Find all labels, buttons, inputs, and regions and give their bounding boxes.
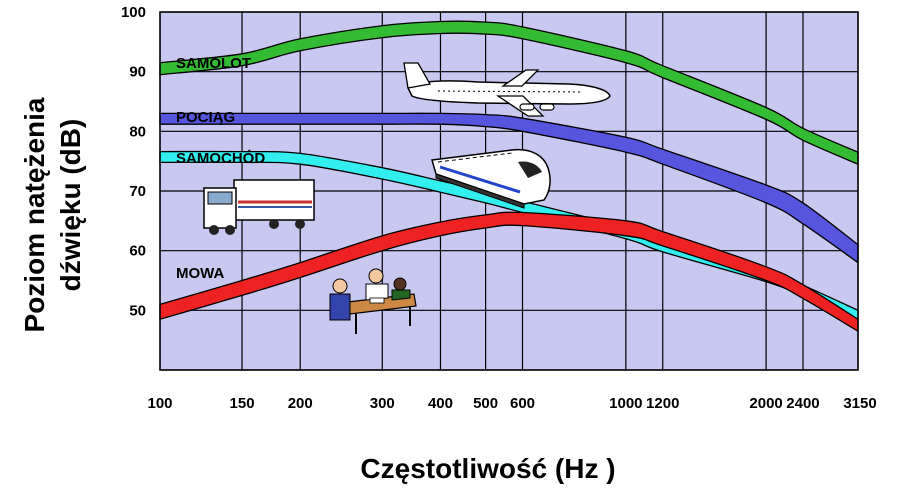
x-tick-label: 300 bbox=[370, 395, 395, 412]
x-tick-label: 1200 bbox=[646, 395, 679, 412]
y-axis-title-line-2: dźwięku (dB) bbox=[55, 119, 86, 292]
x-tick-label: 2000 bbox=[749, 395, 782, 412]
plot-frame bbox=[159, 11, 859, 371]
x-axis-ticks: 100 150 200 300 400 500 600 1000 1200 2000 2400 315… bbox=[147, 395, 876, 412]
series-label-0: SAMOLOT bbox=[176, 55, 251, 72]
x-tick-label: 1000 bbox=[609, 395, 642, 412]
series-label-2: SAMOCHÓD bbox=[176, 149, 265, 167]
train-illustration bbox=[431, 148, 551, 209]
series-label-1: POCIĄG bbox=[176, 109, 235, 126]
y-tick-label: 50 bbox=[129, 302, 146, 319]
y-axis-ticks: 50 60 70 80 90 100 bbox=[121, 4, 146, 319]
x-tick-label: 600 bbox=[510, 395, 535, 412]
x-tick-label: 500 bbox=[473, 395, 498, 412]
x-tick-label: 3150 bbox=[843, 395, 876, 412]
series-label-3: MOWA bbox=[176, 265, 224, 282]
x-tick-label: 400 bbox=[428, 395, 453, 412]
x-tick-label: 2400 bbox=[786, 395, 819, 412]
x-tick-label: 150 bbox=[230, 395, 255, 412]
y-tick-label: 60 bbox=[129, 243, 146, 260]
axis-titles: Częstotliwość (Hz ) Poziom natężenia dźw… bbox=[19, 97, 616, 484]
y-tick-label: 100 bbox=[121, 4, 146, 21]
series-labels: SAMOLOT POCIĄG SAMOCHÓD MOWA bbox=[176, 55, 265, 282]
people-talking-illustration bbox=[329, 268, 417, 334]
illustrations bbox=[203, 62, 611, 334]
y-tick-label: 70 bbox=[129, 183, 146, 200]
x-axis-title: Częstotliwość (Hz ) bbox=[360, 453, 615, 484]
x-tick-label: 100 bbox=[147, 395, 172, 412]
x-tick-label: 200 bbox=[288, 395, 313, 412]
y-tick-label: 90 bbox=[129, 64, 146, 81]
y-tick-label: 80 bbox=[129, 123, 146, 140]
y-axis-title-line-1: Poziom natężenia bbox=[19, 97, 50, 332]
truck-illustration bbox=[203, 179, 315, 235]
airplane-illustration bbox=[403, 62, 611, 117]
